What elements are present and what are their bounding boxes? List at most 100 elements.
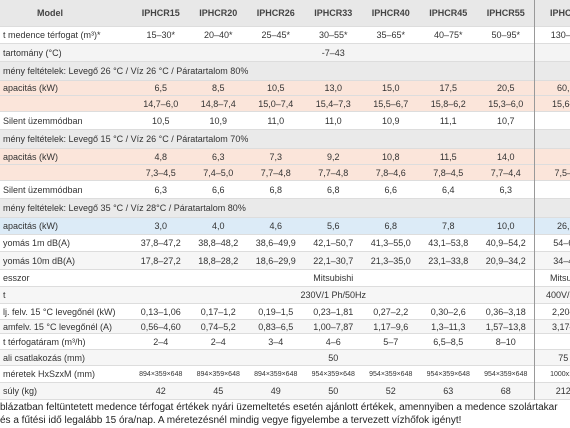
section-row: mény feltételek: Levegő 15 °C / Víz 26 °…: [0, 130, 570, 149]
cell: 0,23–1,81: [304, 304, 362, 320]
cell: 10,9: [362, 112, 420, 130]
cell: [534, 44, 570, 62]
cell: 43,1–53,8: [419, 235, 477, 252]
cell: 11,1: [419, 112, 477, 130]
cell: 23,1–33,8: [419, 252, 477, 270]
cell: 954×359×648: [304, 366, 362, 383]
cell: 42,1–50,7: [304, 235, 362, 252]
cell: 50–95*: [477, 27, 535, 44]
cell: 212: [534, 383, 570, 400]
row-label: ali csatlakozás (mm): [0, 350, 132, 366]
cell: 0,17–1,2: [189, 304, 247, 320]
row-label: tartomány (°C): [0, 44, 132, 62]
cell: 7,4–5,0: [189, 165, 247, 181]
cell: 0,19–1,5: [247, 304, 305, 320]
cell: 894×359×648: [132, 366, 190, 383]
row-label: [0, 96, 132, 112]
header-cell: IPHCR26: [247, 0, 305, 27]
cell: 6,3: [477, 181, 535, 199]
cell: 894×359×648: [247, 366, 305, 383]
cell: 15,0: [362, 81, 420, 96]
cell: 6,8: [362, 218, 420, 235]
cell: 0,13–1,06: [132, 304, 190, 320]
cell: 17,5: [419, 81, 477, 96]
column-divider: [533, 0, 535, 400]
cell: 17,8–27,2: [132, 252, 190, 270]
cell: 25–45*: [247, 27, 305, 44]
cell: 20–40*: [189, 27, 247, 44]
row-label: t medence térfogat (m³)*: [0, 27, 132, 44]
cell: 35–65*: [362, 27, 420, 44]
cell: 6,3: [189, 149, 247, 165]
cell: 954×359×648: [477, 366, 535, 383]
header-cell: IPHC1: [534, 0, 570, 27]
merged-cell: Mitsubishi: [132, 270, 535, 287]
row-label: Silent üzemmódban: [0, 181, 132, 199]
cell: 6,8: [247, 181, 305, 199]
merged-cell: 230V/1 Ph/50Hz: [132, 287, 535, 304]
row-label: súly (kg): [0, 383, 132, 400]
cell: 20,5: [477, 81, 535, 96]
cell: 10,5: [132, 112, 190, 130]
cell: 21,3–35,0: [362, 252, 420, 270]
cell: 15,6–: [534, 96, 570, 112]
cell: 14,7–6,0: [132, 96, 190, 112]
cell: 60,: [534, 81, 570, 96]
cell: 15,4–7,3: [304, 96, 362, 112]
header-cell: IPHCR55: [477, 0, 535, 27]
cell: 3,0: [132, 218, 190, 235]
cell: 7,8: [419, 218, 477, 235]
cell: 3–4: [247, 334, 305, 350]
cell: 894×359×648: [189, 366, 247, 383]
cell: 954×359×648: [419, 366, 477, 383]
cell: 37,8–47,2: [132, 235, 190, 252]
cell: 15–30*: [132, 27, 190, 44]
merged-cell: 50: [132, 350, 535, 366]
cell: 7,7–4,4: [477, 165, 535, 181]
cell: [534, 112, 570, 130]
cell: 22,1–30,7: [304, 252, 362, 270]
header-cell: IPHCR33: [304, 0, 362, 27]
cell: 49: [247, 383, 305, 400]
cell: 15,0–7,4: [247, 96, 305, 112]
cell: 30–55*: [304, 27, 362, 44]
cell: 6,3: [132, 181, 190, 199]
header-cell: IPHCR20: [189, 0, 247, 27]
cell: [534, 334, 570, 350]
cell: 954×359×648: [362, 366, 420, 383]
row-label: t: [0, 287, 132, 304]
row-label: yomás 10m dB(A): [0, 252, 132, 270]
row-label: apacitás (kW): [0, 149, 132, 165]
cell: 10,9: [189, 112, 247, 130]
row-label: Silent üzemmódban: [0, 112, 132, 130]
cell: 38,6–49,9: [247, 235, 305, 252]
cell: 7,5–: [534, 165, 570, 181]
cell: 6,8: [304, 181, 362, 199]
cell: 7,7–4,8: [247, 165, 305, 181]
cell: 10,8: [362, 149, 420, 165]
cell: 40,9–54,2: [477, 235, 535, 252]
cell: 0,56–4,60: [132, 320, 190, 334]
cell: 75: [534, 350, 570, 366]
cell: 18,8–28,2: [189, 252, 247, 270]
cell: 38,8–48,2: [189, 235, 247, 252]
cell: 7,3–4,5: [132, 165, 190, 181]
cell: 4,6: [247, 218, 305, 235]
cell: 0,27–2,2: [362, 304, 420, 320]
cell: 0,83–6,5: [247, 320, 305, 334]
cell: 2–4: [132, 334, 190, 350]
row-label: yomás 1m dB(A): [0, 235, 132, 252]
cell: 6,6: [362, 181, 420, 199]
cell: 6,5–8,5: [419, 334, 477, 350]
cell: 0,36–3,18: [477, 304, 535, 320]
footnote: és a fűtési idő legalább 15 óra/nap. A m…: [0, 415, 462, 426]
cell: [534, 181, 570, 199]
cell: 10,0: [477, 218, 535, 235]
footnote: blázatban feltüntetett medence térfogat …: [0, 402, 558, 413]
cell: 26,: [534, 218, 570, 235]
cell: 13,0: [304, 81, 362, 96]
cell: Mitsub: [534, 270, 570, 287]
header-fill: [100, 0, 132, 27]
cell: 15,3–6,0: [477, 96, 535, 112]
cell: 6,4: [419, 181, 477, 199]
